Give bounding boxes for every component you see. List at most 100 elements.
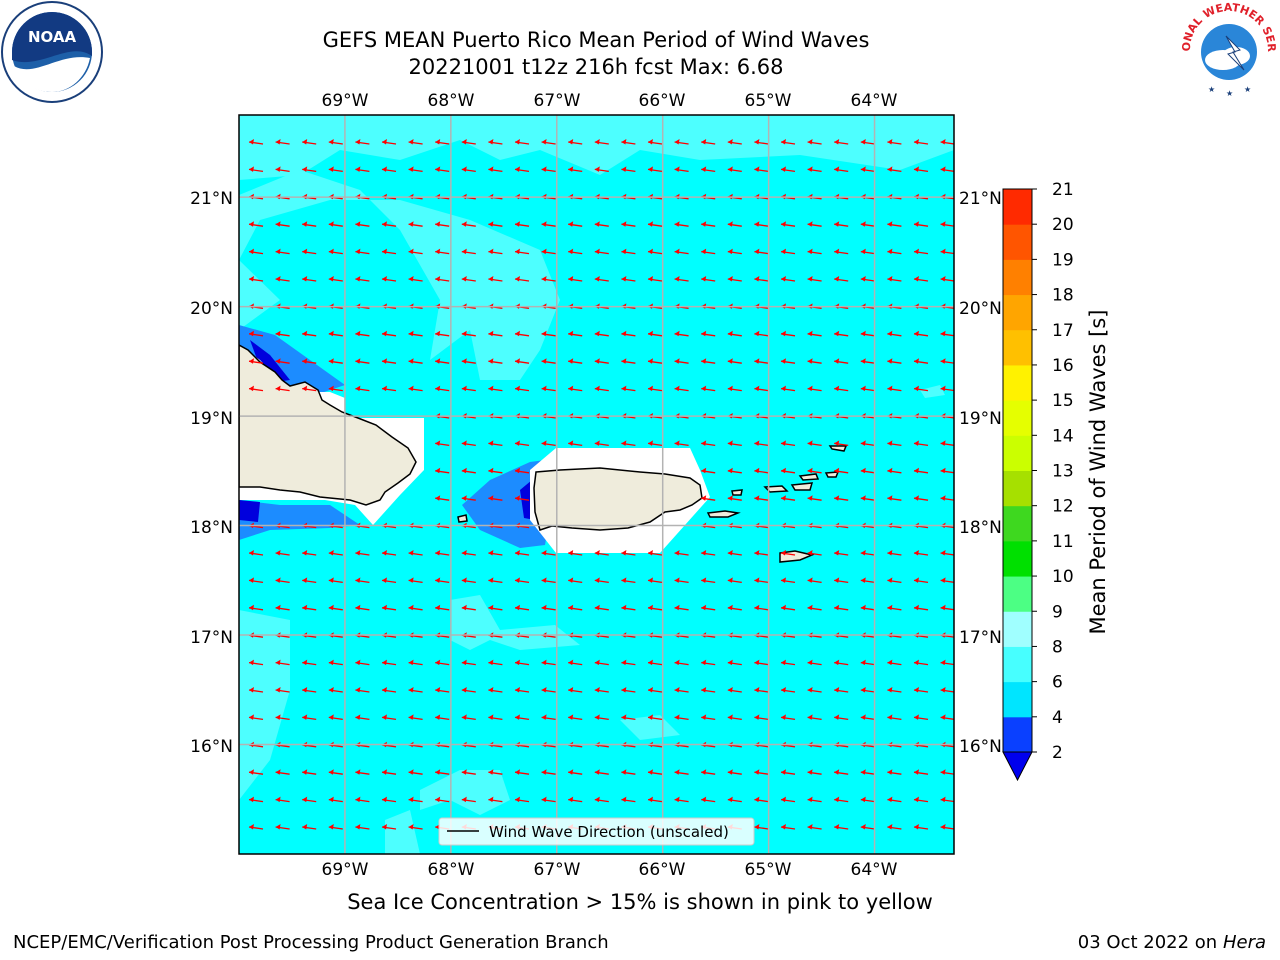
nws-logo: NATIONAL WEATHER SERVICE ★ ★ ★	[1178, 0, 1278, 98]
vieques-island	[706, 510, 741, 518]
wind-wave-arrow	[621, 276, 636, 282]
wind-wave-arrow	[940, 139, 954, 145]
wind-wave-arrow	[355, 139, 370, 145]
colorbar-segment	[1003, 259, 1032, 296]
wind-wave-arrow	[780, 330, 796, 337]
virgin-islands-4	[798, 473, 820, 481]
lon-tick-bottom: 65°W	[745, 860, 792, 880]
wind-wave-arrow	[541, 139, 556, 145]
colorbar-segment	[1003, 611, 1032, 647]
wind-wave-arrow	[834, 714, 849, 721]
wind-wave-arrow	[780, 221, 796, 227]
wind-wave-arrow	[488, 604, 503, 611]
wind-wave-arrow	[408, 221, 423, 227]
noaa-wordmark: NOAA	[28, 28, 77, 46]
wind-wave-arrow	[940, 769, 954, 775]
wind-wave-arrow	[807, 166, 822, 173]
wind-wave-arrow	[754, 769, 769, 775]
wind-wave-arrow	[568, 358, 583, 364]
wind-wave-arrow	[594, 330, 609, 337]
wind-wave-arrow	[940, 467, 954, 474]
wind-wave-arrow	[701, 495, 716, 501]
wind-wave-arrow	[514, 166, 530, 173]
wind-wave-arrow	[913, 659, 929, 666]
wind-wave-arrow	[780, 467, 796, 474]
wind-wave-arrow	[940, 550, 954, 556]
wind-wave-arrow	[328, 769, 343, 775]
wind-wave-arrow	[568, 166, 583, 173]
wind-wave-arrow	[940, 604, 954, 611]
wind-wave-arrow	[514, 687, 530, 693]
wind-wave-arrow	[275, 714, 290, 721]
wind-wave-arrow	[754, 467, 769, 474]
wind-wave-arrow	[461, 550, 476, 556]
wind-wave-arrow	[860, 769, 875, 775]
wind-wave-arrow	[568, 248, 583, 255]
lon-tick-bottom: 66°W	[639, 860, 686, 880]
lon-tick-top: 69°W	[322, 91, 369, 111]
colorbar-tick-label: 18	[1052, 286, 1074, 306]
wind-wave-arrow	[887, 166, 902, 173]
wind-wave-arrow	[647, 358, 663, 364]
colorbar-tick-label: 20	[1052, 215, 1074, 235]
wind-wave-arrow	[328, 248, 343, 255]
wind-wave-arrow	[940, 687, 954, 693]
wind-wave-arrow	[834, 248, 849, 255]
wind-wave-arrow	[621, 796, 636, 803]
wind-wave-arrow	[860, 467, 875, 474]
colorbar-segment	[1003, 470, 1032, 507]
wind-wave-arrow	[381, 687, 397, 693]
wind-wave-arrow	[621, 440, 636, 447]
wind-wave-arrow	[488, 796, 503, 803]
wind-wave-arrow	[913, 467, 929, 474]
wind-wave-arrow	[328, 139, 343, 145]
wind-wave-arrow	[275, 659, 290, 666]
wind-wave-arrow	[807, 248, 822, 255]
wind-wave-arrow	[328, 824, 343, 830]
wind-wave-arrow	[754, 687, 769, 693]
wind-wave-arrow	[727, 440, 742, 447]
wind-wave-arrow	[461, 440, 476, 447]
wind-wave-arrow	[328, 276, 343, 282]
wind-wave-arrow	[514, 467, 530, 474]
wind-wave-arrow	[568, 687, 583, 693]
lat-tick-right: 20°N	[959, 299, 1002, 319]
wind-wave-arrow	[594, 687, 609, 693]
wind-wave-arrow	[701, 769, 716, 775]
wind-wave-arrow	[408, 824, 423, 830]
wind-wave-arrow	[913, 550, 929, 556]
wind-wave-arrow	[435, 440, 450, 447]
wind-wave-arrow	[461, 248, 476, 255]
colorbar-segment	[1003, 576, 1032, 612]
map-frame	[238, 114, 955, 855]
wind-wave-arrow	[860, 276, 875, 282]
wind-wave-arrow	[754, 358, 769, 364]
wind-wave-arrow	[913, 687, 929, 693]
wind-wave-arrow	[514, 358, 530, 364]
wind-wave-arrow	[807, 796, 822, 803]
colorbar: 2 4 6 8 9 10 11 12 13 14 15 16 17 18 19 20 21	[1002, 180, 1074, 782]
colorbar-under-triangle	[1002, 751, 1033, 782]
wind-wave-arrow	[913, 358, 929, 364]
wind-wave-arrow	[435, 385, 450, 392]
wind-wave-arrow	[568, 659, 583, 666]
wind-wave-arrow	[727, 687, 742, 693]
wind-wave-arrow	[488, 276, 503, 282]
wind-wave-arrow	[834, 604, 849, 611]
wind-wave-arrow	[461, 577, 476, 584]
map-legend: Wind Wave Direction (unscaled)	[438, 817, 755, 846]
map-gridlines	[239, 115, 954, 854]
wind-wave-arrow	[275, 276, 290, 282]
wind-wave-arrow	[807, 495, 822, 501]
colorbar-tick-label: 4	[1052, 708, 1063, 728]
virgin-islands-3	[790, 482, 814, 491]
wind-wave-arrow	[701, 276, 716, 282]
wind-wave-arrow	[488, 358, 503, 364]
wind-wave-arrow	[568, 385, 583, 392]
wind-wave-arrow	[701, 467, 716, 474]
wind-wave-arrow	[435, 221, 450, 227]
wind-wave-arrow	[381, 330, 397, 337]
wind-wave-arrow	[860, 495, 875, 501]
wind-wave-arrow	[488, 495, 503, 501]
colorbar-tick-label: 19	[1052, 250, 1074, 270]
